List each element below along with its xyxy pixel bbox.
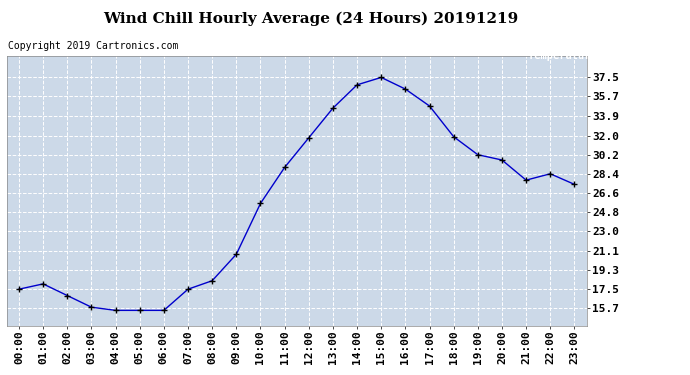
Text: Temperature  (°F): Temperature (°F) — [529, 51, 634, 61]
Text: Wind Chill Hourly Average (24 Hours) 20191219: Wind Chill Hourly Average (24 Hours) 201… — [103, 11, 518, 26]
Text: Copyright 2019 Cartronics.com: Copyright 2019 Cartronics.com — [8, 41, 179, 51]
